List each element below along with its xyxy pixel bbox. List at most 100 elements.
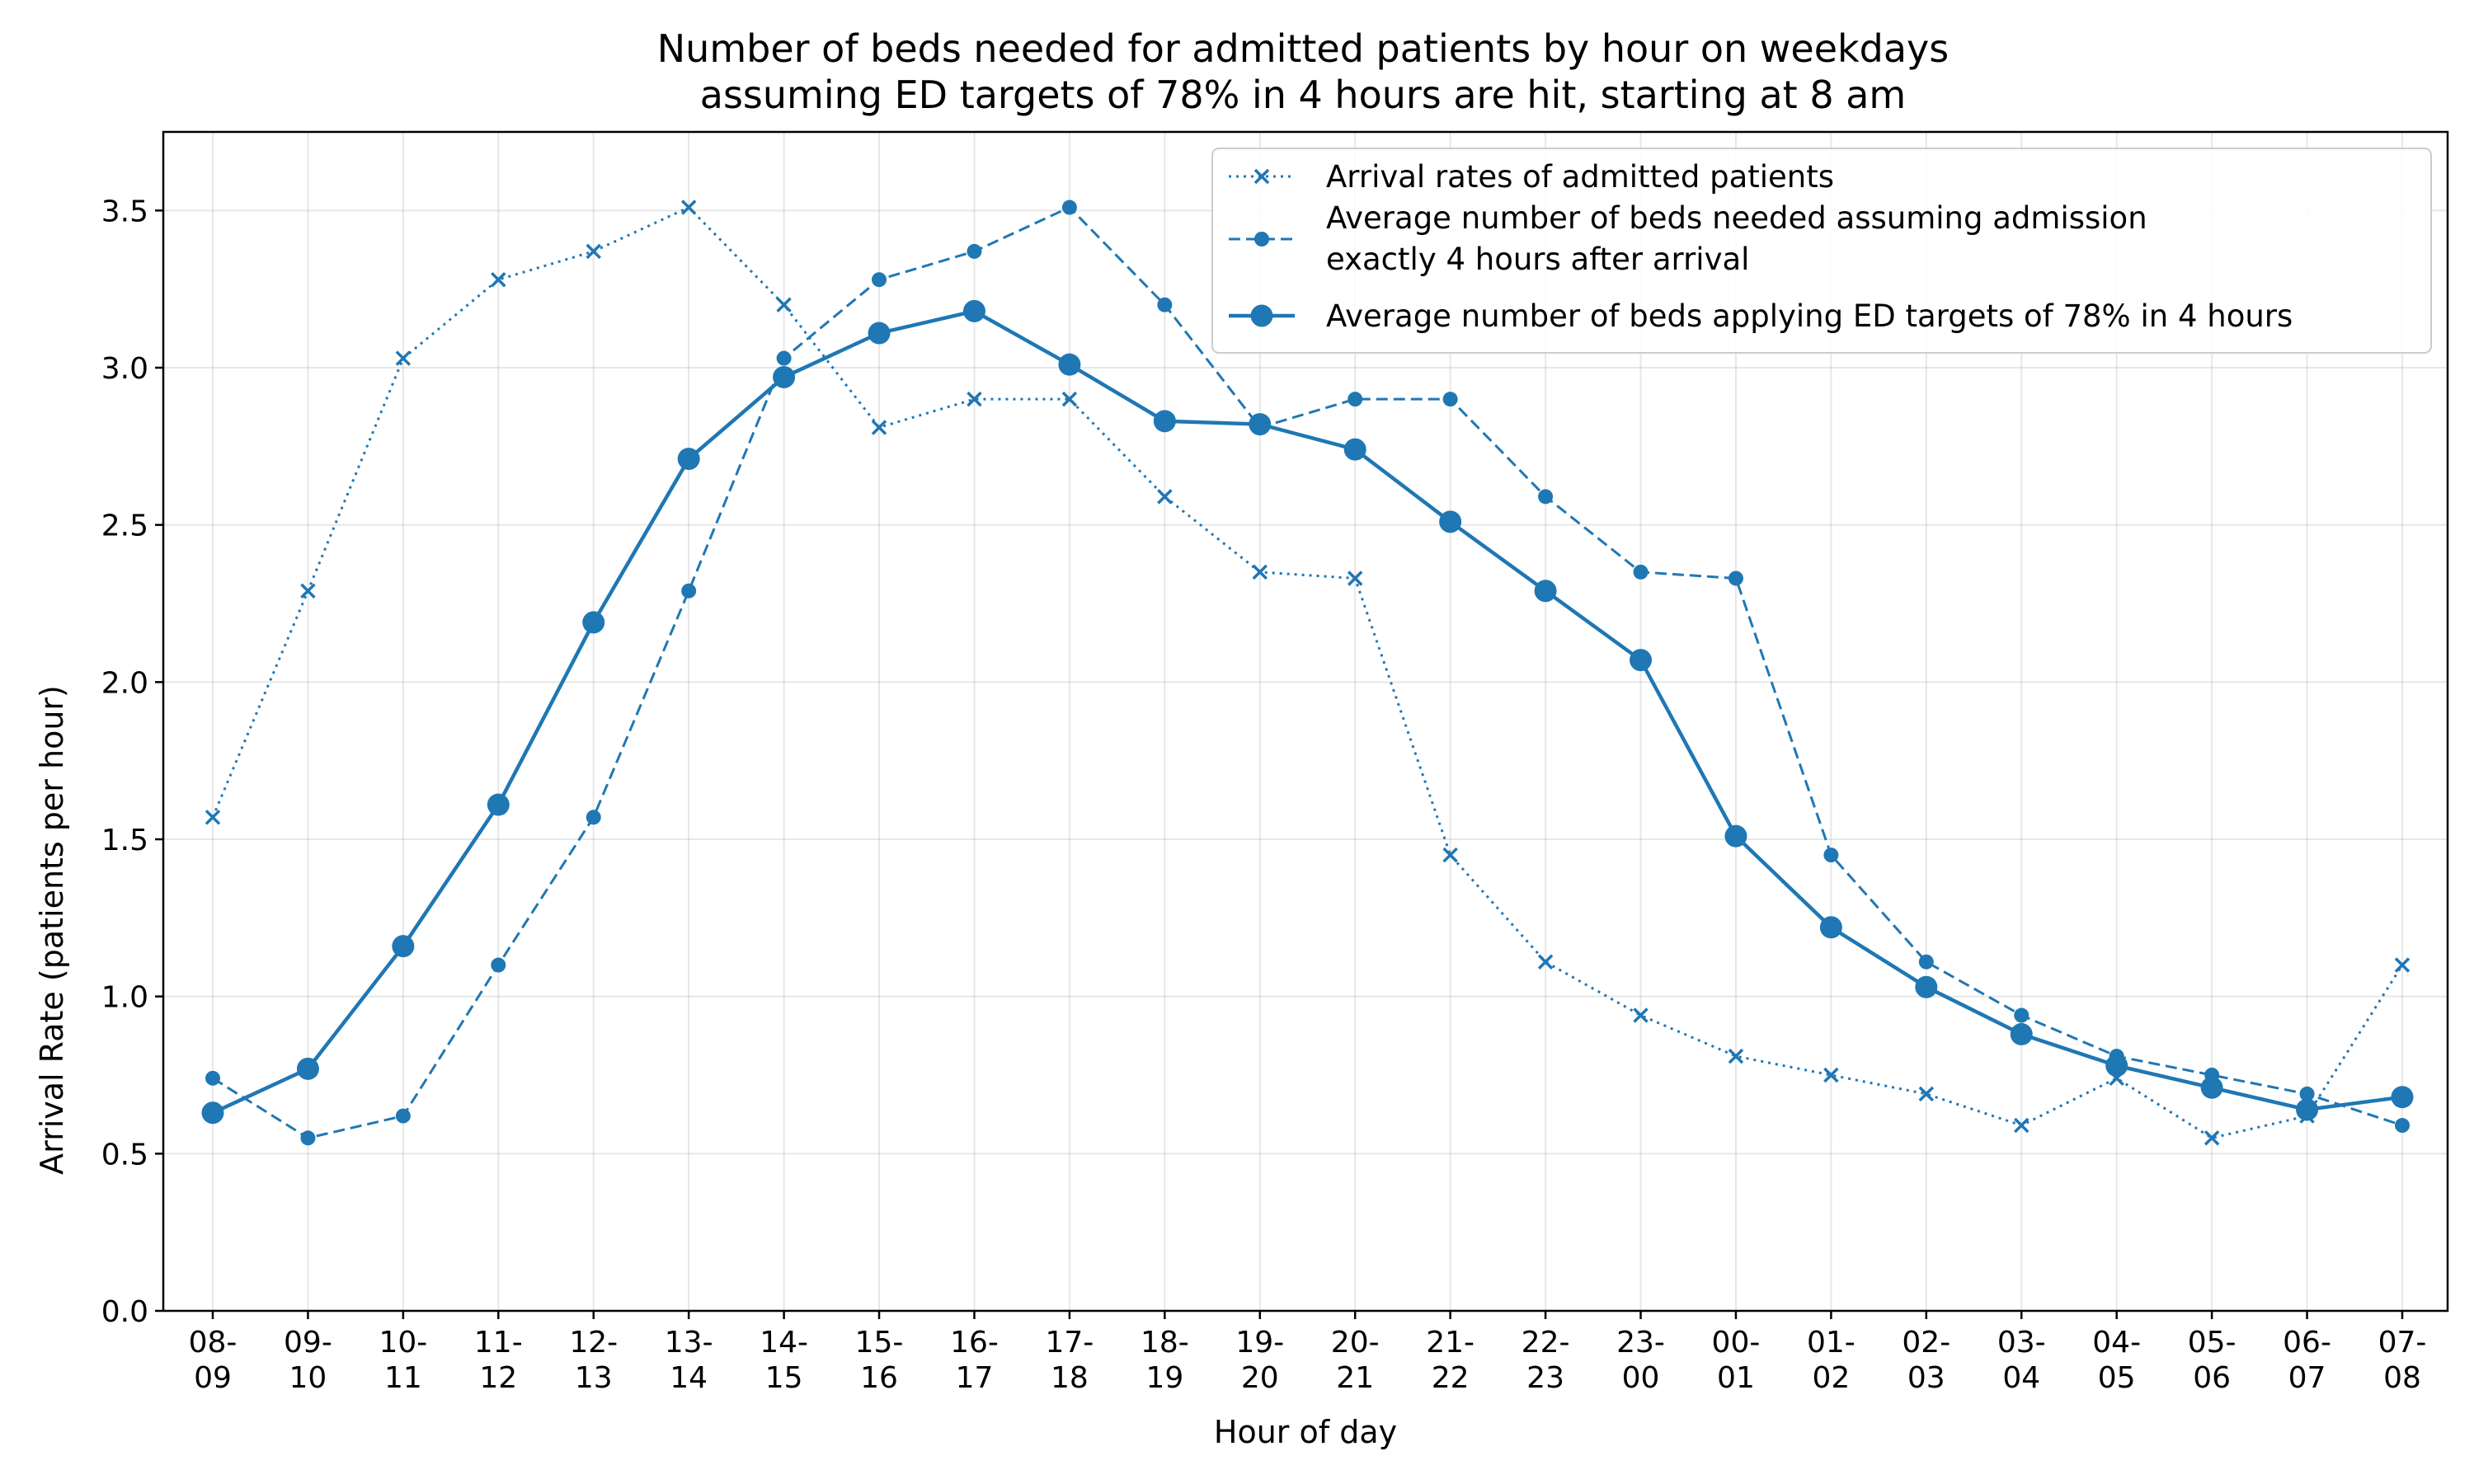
data-point [296,1057,319,1080]
data-point [2105,1054,2128,1078]
data-point [1537,954,1554,970]
data-point [2204,1130,2220,1146]
x-tick-label: 02- [1902,1326,1950,1360]
x-tick-label: 07 [2288,1361,2326,1395]
x-tick-label: 09 [194,1361,232,1395]
series-line [212,205,2403,1139]
data-point [300,583,316,599]
x-tick-label: 12 [479,1361,517,1395]
x-tick-label: 05 [2098,1361,2136,1395]
data-point [1348,392,1363,407]
marker-stroke [2204,1130,2220,1146]
legend-box [1211,148,2432,354]
data-point [1724,824,1747,848]
data-point [1157,489,1173,505]
x-tick-label: 14 [670,1361,708,1395]
data-point [2299,1086,2315,1101]
marker-stroke [1728,1048,1744,1064]
data-point [962,299,985,322]
data-point [1633,1007,1649,1023]
x-tick-label: 01- [1807,1326,1856,1360]
legend-marker [1254,232,1269,247]
data-point [1918,954,1934,970]
data-point [967,243,982,259]
data-point [300,1130,316,1146]
data-point [205,810,221,825]
data-point [1061,200,1077,215]
x-tick-label: 19- [1235,1326,1284,1360]
y-tick-label: 2.0 [101,666,148,700]
x-tick-label: 14- [760,1326,808,1360]
data-point [1630,649,1653,672]
x-tick-label: 21 [1336,1361,1374,1395]
marker-stroke [1061,391,1078,407]
data-point [1823,848,1839,863]
data-point [1728,571,1743,586]
data-point [1343,438,1366,461]
y-axis-label: Arrival Rate (patients per hour) [34,685,70,1175]
data-point [1633,564,1649,580]
x-tick-label: 03 [1907,1361,1945,1395]
x-tick-label: 20 [1241,1361,1279,1395]
y-tick-label: 3.5 [101,195,148,228]
marker-stroke [491,271,506,288]
data-point [1538,489,1554,505]
marker-stroke [205,810,221,825]
x-tick-label: 04- [2092,1326,2141,1360]
x-tick-label: 00 [1622,1361,1660,1395]
data-point [1252,564,1268,580]
legend-entry-3: Average number of beds applying ED targe… [1229,298,2293,334]
data-point [2391,1086,2414,1109]
marker-stroke [1253,168,1270,185]
x-tick-label: 17- [1046,1326,1094,1360]
x-tick-label: 23 [1526,1361,1564,1395]
legend-label: Arrival rates of admitted patients [1326,159,1834,195]
data-point [1347,571,1363,586]
y-tick-label: 2.5 [101,510,148,543]
data-point [395,1108,411,1124]
x-tick-label: 20- [1331,1326,1380,1360]
x-tick-label: 16 [860,1361,898,1395]
x-tick-label: 22 [1432,1361,1470,1395]
series-group [201,200,2414,1146]
data-point [395,350,412,366]
data-point [871,420,887,435]
legend-label: Average number of beds applying ED targe… [1326,298,2293,334]
marker-stroke [967,391,982,407]
marker-stroke [1252,564,1268,580]
x-tick-label: 21- [1426,1326,1475,1360]
x-axis-label: Hour of day [1214,1414,1397,1450]
data-point [2395,1118,2410,1134]
chart-title: Number of beds needed for admitted patie… [657,26,1949,71]
y-tick-label: 1.0 [101,981,148,1015]
data-point [868,322,891,345]
data-point [201,1101,224,1125]
marker-stroke [871,420,887,435]
x-tick-label: 08 [2383,1361,2421,1395]
x-tick-label: 02 [1812,1361,1850,1395]
data-point [2014,1117,2030,1134]
x-tick-label: 22- [1522,1326,1570,1360]
marker-stroke [776,297,792,312]
y-tick-label: 3.0 [101,352,148,386]
data-point [677,448,700,471]
data-point [582,611,605,634]
legend-entry-2: Average number of beds needed assuming a… [1229,200,2147,277]
x-tick-label: 17 [956,1361,994,1395]
marker-stroke [300,583,316,599]
x-tick-label: 07- [2378,1326,2427,1360]
data-point [2010,1022,2033,1045]
data-point [1249,413,1272,436]
marker-stroke [586,243,601,260]
marker-stroke [680,200,697,215]
data-point [776,297,792,312]
plot-frame [162,130,2449,1313]
y-tick-label: 0.0 [101,1295,148,1329]
legend-label: exactly 4 hours after arrival [1326,242,1749,277]
marker-stroke [1537,954,1554,970]
x-tick-label: 23- [1616,1326,1665,1360]
x-tick-label: 13 [575,1361,613,1395]
data-point [491,957,506,973]
data-point [491,271,506,288]
data-point [1915,975,1938,998]
